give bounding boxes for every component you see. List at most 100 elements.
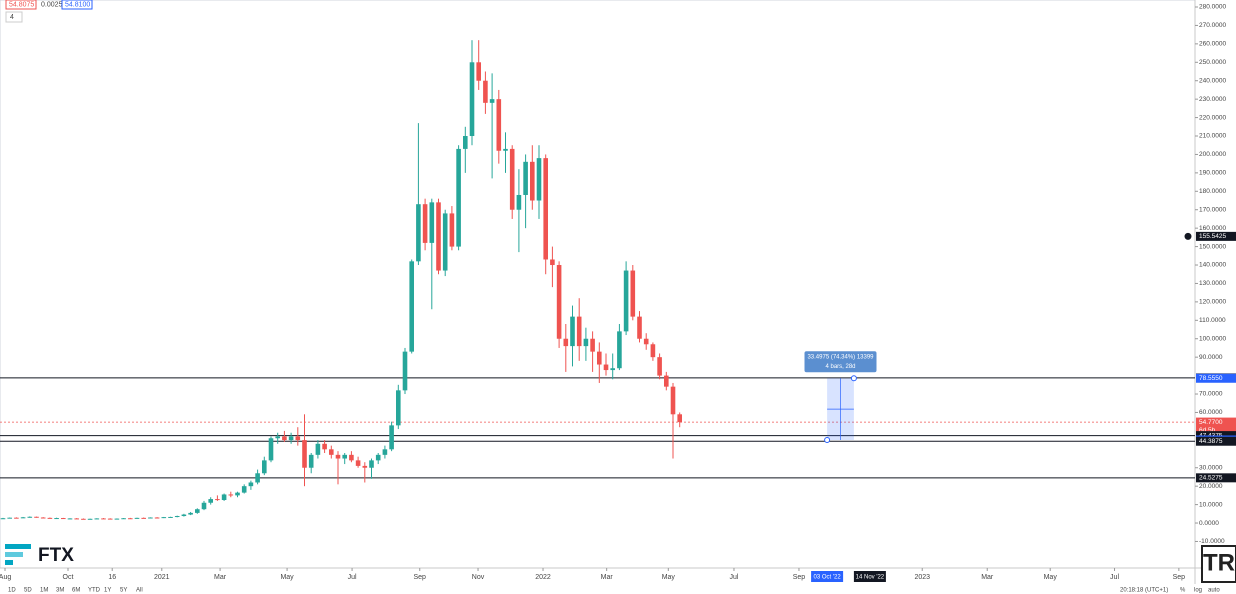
price-label-box xyxy=(1196,473,1236,483)
scale-option[interactable]: log xyxy=(1194,588,1202,594)
candle-body xyxy=(516,194,522,210)
candle-body xyxy=(288,436,294,441)
price-label: 155.5425 xyxy=(1199,233,1226,240)
candle-body xyxy=(416,204,421,262)
candle-body xyxy=(463,136,468,149)
x-tick-label: May xyxy=(662,574,676,581)
candle-body xyxy=(429,202,435,243)
candle-body xyxy=(409,261,415,352)
header-value: 54.8100 xyxy=(65,1,90,8)
candle-body xyxy=(597,351,602,365)
candle-body xyxy=(590,338,595,352)
range-button[interactable]: 1Y xyxy=(104,588,111,594)
scale-option[interactable]: % xyxy=(1180,588,1186,594)
candle-body xyxy=(27,516,33,518)
indicator-box[interactable] xyxy=(5,11,23,23)
price-label-box xyxy=(1196,231,1236,241)
logo-bar xyxy=(5,552,23,557)
candle-body xyxy=(489,99,495,103)
x-tick-label: Oct xyxy=(63,574,74,581)
candle-body xyxy=(148,517,153,519)
candle-body xyxy=(168,516,173,518)
candle-body xyxy=(677,414,683,423)
date-label: 03 Oct '22 xyxy=(814,575,842,581)
y-tick-label: 10.0000 xyxy=(1199,501,1223,508)
y-tick-label: 150.0000 xyxy=(1199,243,1226,250)
candle-body xyxy=(375,454,381,461)
candle-body xyxy=(195,509,200,513)
measure-handle[interactable] xyxy=(824,436,831,443)
watermark-box xyxy=(1201,545,1236,583)
candle-body xyxy=(262,460,267,474)
candle-body xyxy=(201,502,207,510)
price-label: 78.5550 xyxy=(1199,375,1223,382)
candle-body xyxy=(134,517,140,519)
candle-body xyxy=(610,368,616,371)
watermark: TR xyxy=(1201,545,1236,583)
candle-body xyxy=(664,375,669,387)
candle-body xyxy=(14,517,19,519)
candle-body xyxy=(382,449,388,455)
range-button[interactable]: 6M xyxy=(72,588,80,594)
range-button[interactable]: 5D xyxy=(24,588,32,594)
candle-body xyxy=(228,494,234,496)
measure-label: 4 bars, 28d xyxy=(825,364,855,370)
range-button[interactable]: 1M xyxy=(40,588,48,594)
candle-body xyxy=(74,518,80,520)
x-tick-label: Jul xyxy=(729,574,738,581)
candle-body xyxy=(623,270,629,332)
scale-option[interactable]: auto xyxy=(1208,588,1220,594)
x-tick-label: Jul xyxy=(348,574,357,581)
candle-body xyxy=(576,316,582,347)
candle-body xyxy=(241,486,247,493)
candle-body xyxy=(174,516,180,518)
candle-body xyxy=(476,62,482,81)
candle-body xyxy=(40,517,46,519)
candle-body xyxy=(0,518,6,520)
candle-body xyxy=(295,436,301,441)
candle-body xyxy=(329,449,334,455)
y-tick-label: 280.0000 xyxy=(1199,4,1226,11)
candle-body xyxy=(670,386,676,415)
x-tick-label: May xyxy=(1044,574,1058,581)
y-tick-label: 250.0000 xyxy=(1199,59,1226,66)
y-tick-label: 120.0000 xyxy=(1199,299,1226,306)
y-tick-label: 70.0000 xyxy=(1199,391,1223,398)
header: 54.8075 0.0025 54.8100 4 xyxy=(5,0,93,23)
candle-body xyxy=(47,517,53,519)
watermark-text: TR xyxy=(1203,549,1235,576)
measure-handle[interactable] xyxy=(850,375,857,382)
range-button[interactable]: 1D xyxy=(8,588,16,594)
candle-body xyxy=(81,518,86,520)
header-value: 0.0025 xyxy=(41,1,63,8)
range-button[interactable]: 3M xyxy=(56,588,64,594)
candle-body xyxy=(496,99,502,151)
candle-body xyxy=(128,518,133,520)
logo-bar xyxy=(5,560,13,565)
date-label: 14 Nov '22 xyxy=(856,575,885,581)
candle-body xyxy=(449,213,455,247)
candle-body xyxy=(87,518,93,520)
range-button[interactable]: All xyxy=(136,588,143,594)
crosshair-icon[interactable] xyxy=(1184,232,1192,240)
candle-body xyxy=(402,351,408,391)
candle-body xyxy=(181,514,187,517)
y-tick-label: 240.0000 xyxy=(1199,77,1226,84)
candle-body xyxy=(650,344,656,358)
candle-body xyxy=(369,460,374,468)
range-button[interactable]: 5Y xyxy=(120,588,127,594)
candle-body xyxy=(530,161,535,201)
candle-body xyxy=(275,436,281,439)
candle-body xyxy=(302,440,307,468)
x-tick-label: Sep xyxy=(1173,574,1186,581)
range-button[interactable]: YTD xyxy=(88,588,101,594)
countdown: 6d 5h xyxy=(1199,427,1216,434)
price-label: 44.3875 xyxy=(1199,438,1223,445)
candle-body xyxy=(630,270,636,317)
y-tick-label: 180.0000 xyxy=(1199,188,1226,195)
x-tick-label: Mar xyxy=(601,574,614,581)
y-tick-label: 170.0000 xyxy=(1199,206,1226,213)
candle-body xyxy=(349,454,354,461)
candle-body xyxy=(563,338,569,347)
x-tick-label: Sep xyxy=(793,574,806,581)
